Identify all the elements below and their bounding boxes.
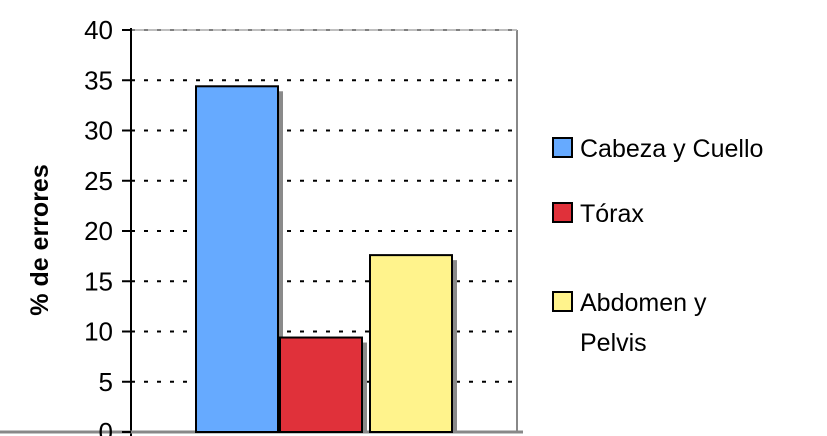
legend-swatch-3 xyxy=(552,291,573,312)
y-tick-label-5: 5 xyxy=(99,367,113,397)
legend-label-1: Cabeza y Cuello xyxy=(580,135,763,163)
y-tick-label-20: 20 xyxy=(84,216,113,246)
y-tick-label-15: 15 xyxy=(84,266,113,296)
gridlines xyxy=(131,29,517,383)
legend-label-2: Tórax xyxy=(580,200,644,228)
bar-3 xyxy=(369,254,453,433)
bar-2 xyxy=(279,336,363,433)
y-axis-label: % de errores xyxy=(26,164,54,315)
y-tick-label-35: 35 xyxy=(84,65,113,95)
legend-label-3-line-1: Abdomen y xyxy=(580,289,707,317)
y-tick-label-40: 40 xyxy=(84,15,113,45)
bars xyxy=(195,85,457,433)
legend-swatch-1 xyxy=(552,137,573,158)
legend-label-3-line-2: Pelvis xyxy=(580,329,647,357)
y-tick-label-10: 10 xyxy=(84,317,113,347)
y-tick-label-30: 30 xyxy=(84,116,113,146)
legend: Cabeza y Cuello Tórax Abdomen y Pelvis xyxy=(552,135,763,357)
legend-swatch-2 xyxy=(552,202,573,223)
y-tick-label-25: 25 xyxy=(84,166,113,196)
y-tick-labels: 0 5 10 15 20 25 30 35 40 xyxy=(84,15,113,436)
y-tick-label-0: 0 xyxy=(99,417,113,436)
bar-1 xyxy=(195,85,279,433)
